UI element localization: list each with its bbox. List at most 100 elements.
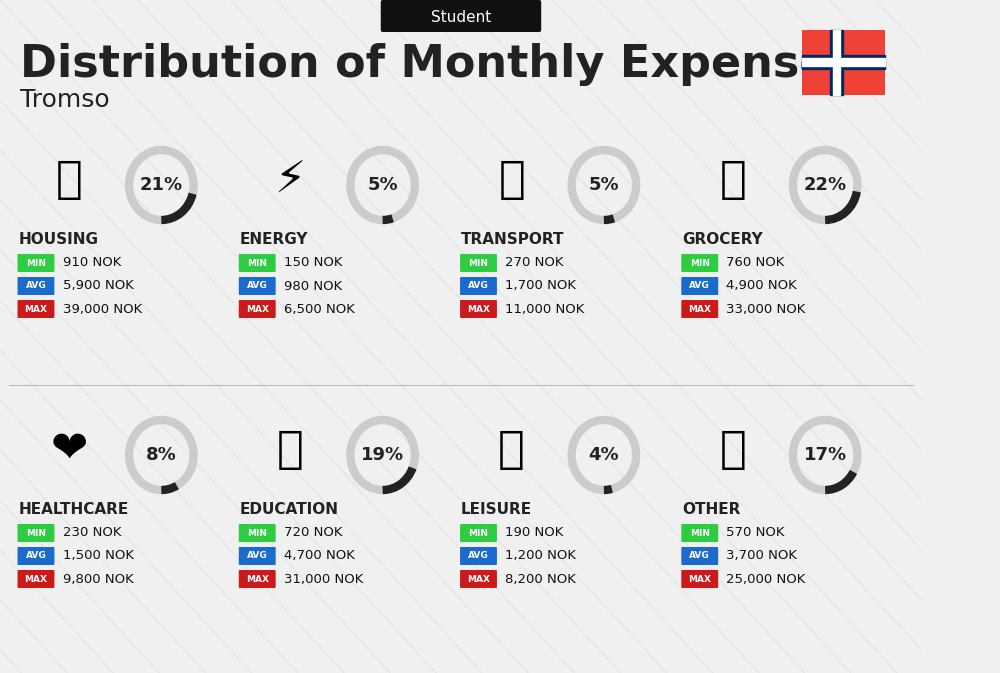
Text: 5,900 NOK: 5,900 NOK <box>63 279 134 293</box>
Text: 5%: 5% <box>589 176 619 194</box>
FancyBboxPatch shape <box>681 254 718 272</box>
Text: 230 NOK: 230 NOK <box>63 526 121 540</box>
Text: EDUCATION: EDUCATION <box>240 503 339 518</box>
FancyBboxPatch shape <box>18 524 54 542</box>
Text: 5%: 5% <box>367 176 398 194</box>
Text: 25,000 NOK: 25,000 NOK <box>726 573 806 586</box>
Text: 8%: 8% <box>146 446 177 464</box>
FancyBboxPatch shape <box>681 570 718 588</box>
FancyBboxPatch shape <box>460 254 497 272</box>
Text: 4,900 NOK: 4,900 NOK <box>726 279 797 293</box>
Text: 720 NOK: 720 NOK <box>284 526 342 540</box>
FancyBboxPatch shape <box>460 524 497 542</box>
Text: OTHER: OTHER <box>682 503 741 518</box>
Text: MAX: MAX <box>688 575 711 583</box>
FancyBboxPatch shape <box>460 277 497 295</box>
Text: 4,700 NOK: 4,700 NOK <box>284 549 355 563</box>
Text: MIN: MIN <box>26 528 46 538</box>
Text: 19%: 19% <box>361 446 404 464</box>
FancyBboxPatch shape <box>381 0 541 32</box>
Text: 💰: 💰 <box>720 429 746 472</box>
Text: MIN: MIN <box>26 258 46 267</box>
Text: MIN: MIN <box>468 258 488 267</box>
Text: 270 NOK: 270 NOK <box>505 256 564 269</box>
Text: Student: Student <box>431 11 491 26</box>
Bar <box>833 30 840 95</box>
Text: MAX: MAX <box>24 304 47 314</box>
Text: MIN: MIN <box>690 258 710 267</box>
Text: MAX: MAX <box>467 575 490 583</box>
Text: 1,200 NOK: 1,200 NOK <box>505 549 576 563</box>
Text: MAX: MAX <box>246 575 269 583</box>
Text: 980 NOK: 980 NOK <box>284 279 342 293</box>
Text: 33,000 NOK: 33,000 NOK <box>726 302 806 316</box>
Text: AVG: AVG <box>689 551 710 561</box>
Text: AVG: AVG <box>247 281 268 291</box>
Text: 6,500 NOK: 6,500 NOK <box>284 302 355 316</box>
Text: 150 NOK: 150 NOK <box>284 256 342 269</box>
Text: MAX: MAX <box>24 575 47 583</box>
Text: Distribution of Monthly Expenses: Distribution of Monthly Expenses <box>20 44 856 87</box>
Text: AVG: AVG <box>468 551 489 561</box>
Text: 760 NOK: 760 NOK <box>726 256 785 269</box>
Text: 3,700 NOK: 3,700 NOK <box>726 549 797 563</box>
FancyBboxPatch shape <box>681 277 718 295</box>
FancyBboxPatch shape <box>460 547 497 565</box>
FancyBboxPatch shape <box>681 547 718 565</box>
Text: 🏢: 🏢 <box>56 159 83 201</box>
FancyBboxPatch shape <box>239 524 276 542</box>
FancyBboxPatch shape <box>239 277 276 295</box>
Text: 11,000 NOK: 11,000 NOK <box>505 302 585 316</box>
Text: 1,700 NOK: 1,700 NOK <box>505 279 576 293</box>
FancyBboxPatch shape <box>239 254 276 272</box>
Text: HEALTHCARE: HEALTHCARE <box>18 503 129 518</box>
Text: 🛒: 🛒 <box>720 159 746 201</box>
Text: AVG: AVG <box>689 281 710 291</box>
Text: 21%: 21% <box>140 176 183 194</box>
FancyBboxPatch shape <box>18 300 54 318</box>
Bar <box>802 55 885 69</box>
Text: GROCERY: GROCERY <box>682 232 763 248</box>
Text: MIN: MIN <box>247 258 267 267</box>
Text: 17%: 17% <box>804 446 847 464</box>
FancyBboxPatch shape <box>239 300 276 318</box>
Text: MIN: MIN <box>468 528 488 538</box>
Text: 9,800 NOK: 9,800 NOK <box>63 573 133 586</box>
Text: TRANSPORT: TRANSPORT <box>461 232 564 248</box>
FancyBboxPatch shape <box>681 300 718 318</box>
FancyBboxPatch shape <box>239 570 276 588</box>
Text: AVG: AVG <box>247 551 268 561</box>
Text: Tromso: Tromso <box>20 88 110 112</box>
FancyBboxPatch shape <box>239 547 276 565</box>
Text: 🛍️: 🛍️ <box>498 429 525 472</box>
Text: ENERGY: ENERGY <box>240 232 308 248</box>
FancyBboxPatch shape <box>681 524 718 542</box>
Text: 1,500 NOK: 1,500 NOK <box>63 549 134 563</box>
Text: 8,200 NOK: 8,200 NOK <box>505 573 576 586</box>
FancyBboxPatch shape <box>18 277 54 295</box>
FancyBboxPatch shape <box>18 547 54 565</box>
Text: HOUSING: HOUSING <box>18 232 98 248</box>
Text: 🎓: 🎓 <box>277 429 304 472</box>
Text: MAX: MAX <box>688 304 711 314</box>
Text: 190 NOK: 190 NOK <box>505 526 564 540</box>
FancyBboxPatch shape <box>460 300 497 318</box>
Text: AVG: AVG <box>468 281 489 291</box>
Text: 🚌: 🚌 <box>498 159 525 201</box>
Text: MIN: MIN <box>690 528 710 538</box>
FancyBboxPatch shape <box>18 570 54 588</box>
Bar <box>802 58 885 66</box>
Text: AVG: AVG <box>26 281 46 291</box>
Text: 39,000 NOK: 39,000 NOK <box>63 302 142 316</box>
Text: AVG: AVG <box>26 551 46 561</box>
FancyBboxPatch shape <box>802 30 885 95</box>
Text: ⚡: ⚡ <box>275 159 306 201</box>
FancyBboxPatch shape <box>18 254 54 272</box>
Text: 910 NOK: 910 NOK <box>63 256 121 269</box>
Text: ❤️: ❤️ <box>51 429 88 472</box>
Text: MAX: MAX <box>467 304 490 314</box>
Bar <box>830 30 843 95</box>
Text: 22%: 22% <box>804 176 847 194</box>
Text: 31,000 NOK: 31,000 NOK <box>284 573 363 586</box>
FancyBboxPatch shape <box>460 570 497 588</box>
